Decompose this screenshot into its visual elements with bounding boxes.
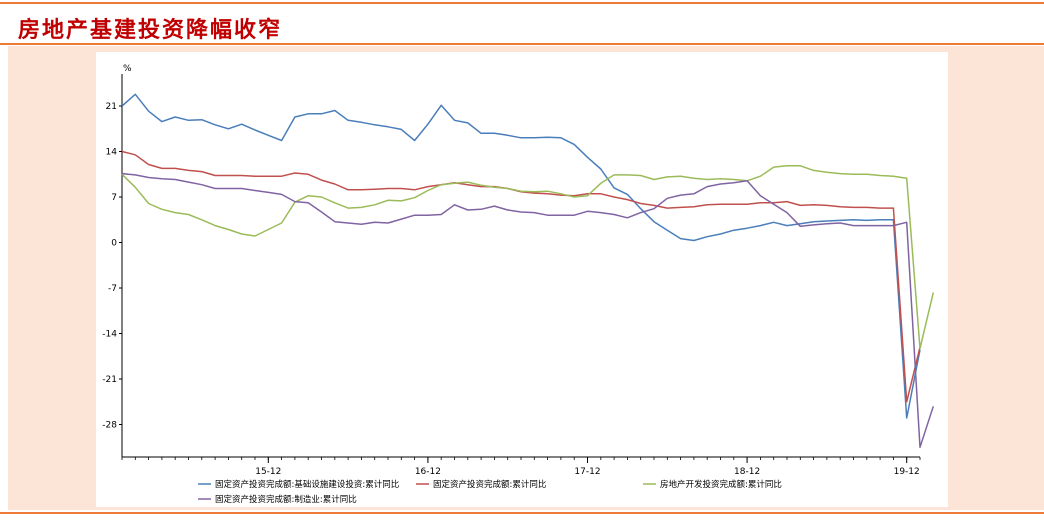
y-unit-label: % (123, 64, 132, 74)
y-tick-label: -7 (108, 284, 117, 294)
y-tick-label: -14 (102, 330, 117, 340)
y-tick-label: 0 (111, 239, 117, 249)
title-accent-rule (0, 43, 1044, 45)
bottom-accent-rule (0, 512, 1044, 514)
y-tick-label: 14 (106, 148, 118, 158)
series-line-4 (121, 172, 935, 449)
x-tick-label: 19-12 (894, 467, 920, 477)
x-tick-label: 15-12 (255, 467, 281, 477)
legend-label-1: 固定资产投资完成额:基础设施建设投资:累计同比 (215, 479, 399, 490)
x-tick-label: 16-12 (415, 467, 441, 477)
x-tick-label: 17-12 (574, 467, 600, 477)
legend-label-3: 房地产开发投资完成额:累计同比 (660, 479, 782, 490)
legend-label-2: 固定资产投资完成额:累计同比 (433, 479, 546, 490)
page-title: 房地产基建投资降幅收窄 (18, 17, 283, 43)
chart-card: % 21 14 7 0 -7 -14 -21 -28 15-12 16-12 17-12 18-12 19… (96, 52, 948, 507)
series-line-1 (121, 93, 921, 419)
y-tick-label: 21 (106, 102, 117, 112)
x-tick-label: 18-12 (734, 467, 760, 477)
top-accent-rule (0, 2, 1044, 4)
y-tick-label: -28 (102, 421, 117, 431)
y-tick-label: 7 (111, 193, 117, 203)
legend-label-4: 固定资产投资完成额:制造业:累计同比 (215, 494, 357, 505)
line-chart: % 21 14 7 0 -7 -14 -21 -28 15-12 16-12 17-12 18-12 19… (102, 64, 935, 505)
y-tick-label: -21 (102, 375, 117, 385)
series-line-3 (121, 165, 935, 350)
